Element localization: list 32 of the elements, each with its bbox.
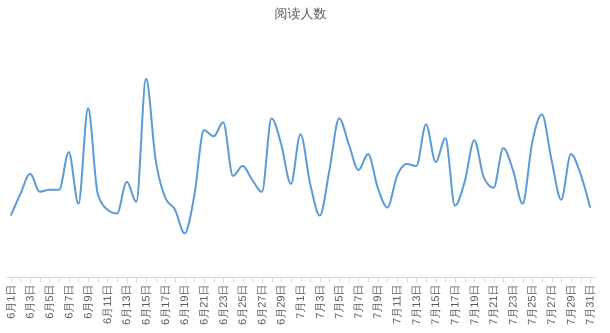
x-tick-label: 6月19日 xyxy=(179,284,192,325)
x-tick-label: 7月3日 xyxy=(314,284,326,319)
x-tick-label: 6月23日 xyxy=(218,284,230,325)
x-tick-label: 6月9日 xyxy=(82,284,95,319)
chart-title: 阅读人数 xyxy=(274,6,326,21)
x-tick-label: 7月27日 xyxy=(546,284,558,325)
x-tick-label: 7月25日 xyxy=(526,284,539,325)
x-tick-label: 6月25日 xyxy=(237,284,250,325)
x-tick-label: 6月7日 xyxy=(63,284,76,319)
x-tick-label: 6月17日 xyxy=(160,284,172,325)
x-tick-label: 6月21日 xyxy=(198,284,210,325)
x-tick-label: 6月13日 xyxy=(121,284,134,325)
x-tick-label: 7月23日 xyxy=(507,284,520,325)
x-tick-label: 7月29日 xyxy=(565,284,578,325)
x-tick-label: 7月1日 xyxy=(295,284,307,319)
x-tick-label: 7月9日 xyxy=(372,284,384,319)
x-tick-label: 7月11日 xyxy=(392,284,404,324)
x-tick-label: 6月5日 xyxy=(44,284,56,319)
x-tick-label: 6月3日 xyxy=(24,284,37,319)
x-tick-label: 7月19日 xyxy=(468,284,481,325)
x-tick-label: 7月17日 xyxy=(449,284,462,325)
x-tick-label: 7月7日 xyxy=(352,284,365,319)
x-tick-label: 6月29日 xyxy=(276,284,288,325)
x-tick-label: 7月31日 xyxy=(584,284,597,325)
x-tick-label: 7月13日 xyxy=(410,284,423,325)
x-tick-label: 6月1日 xyxy=(5,284,18,319)
x-tick-label: 7月15日 xyxy=(430,284,442,325)
x-tick-label: 6月27日 xyxy=(256,284,268,325)
x-tick-label: 6月11日 xyxy=(102,284,114,324)
x-tick-label: 6月15日 xyxy=(140,284,153,325)
x-tick-label: 7月5日 xyxy=(334,284,346,319)
x-tick-label: 7月21日 xyxy=(488,284,500,325)
